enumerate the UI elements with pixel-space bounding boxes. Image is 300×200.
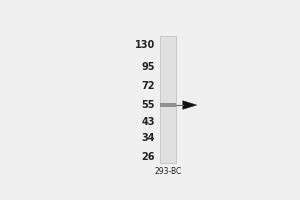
Text: 95: 95 [141, 62, 155, 72]
Text: 55: 55 [141, 100, 155, 110]
Text: 130: 130 [135, 40, 155, 50]
Text: 72: 72 [141, 81, 155, 91]
Text: 34: 34 [141, 133, 155, 143]
Bar [160, 36, 176, 163]
Text: 293-BC: 293-BC [154, 167, 181, 176]
Text: 43: 43 [141, 117, 155, 127]
Polygon shape [183, 101, 197, 109]
Text: 26: 26 [141, 152, 155, 162]
Bar [160, 103, 176, 107]
